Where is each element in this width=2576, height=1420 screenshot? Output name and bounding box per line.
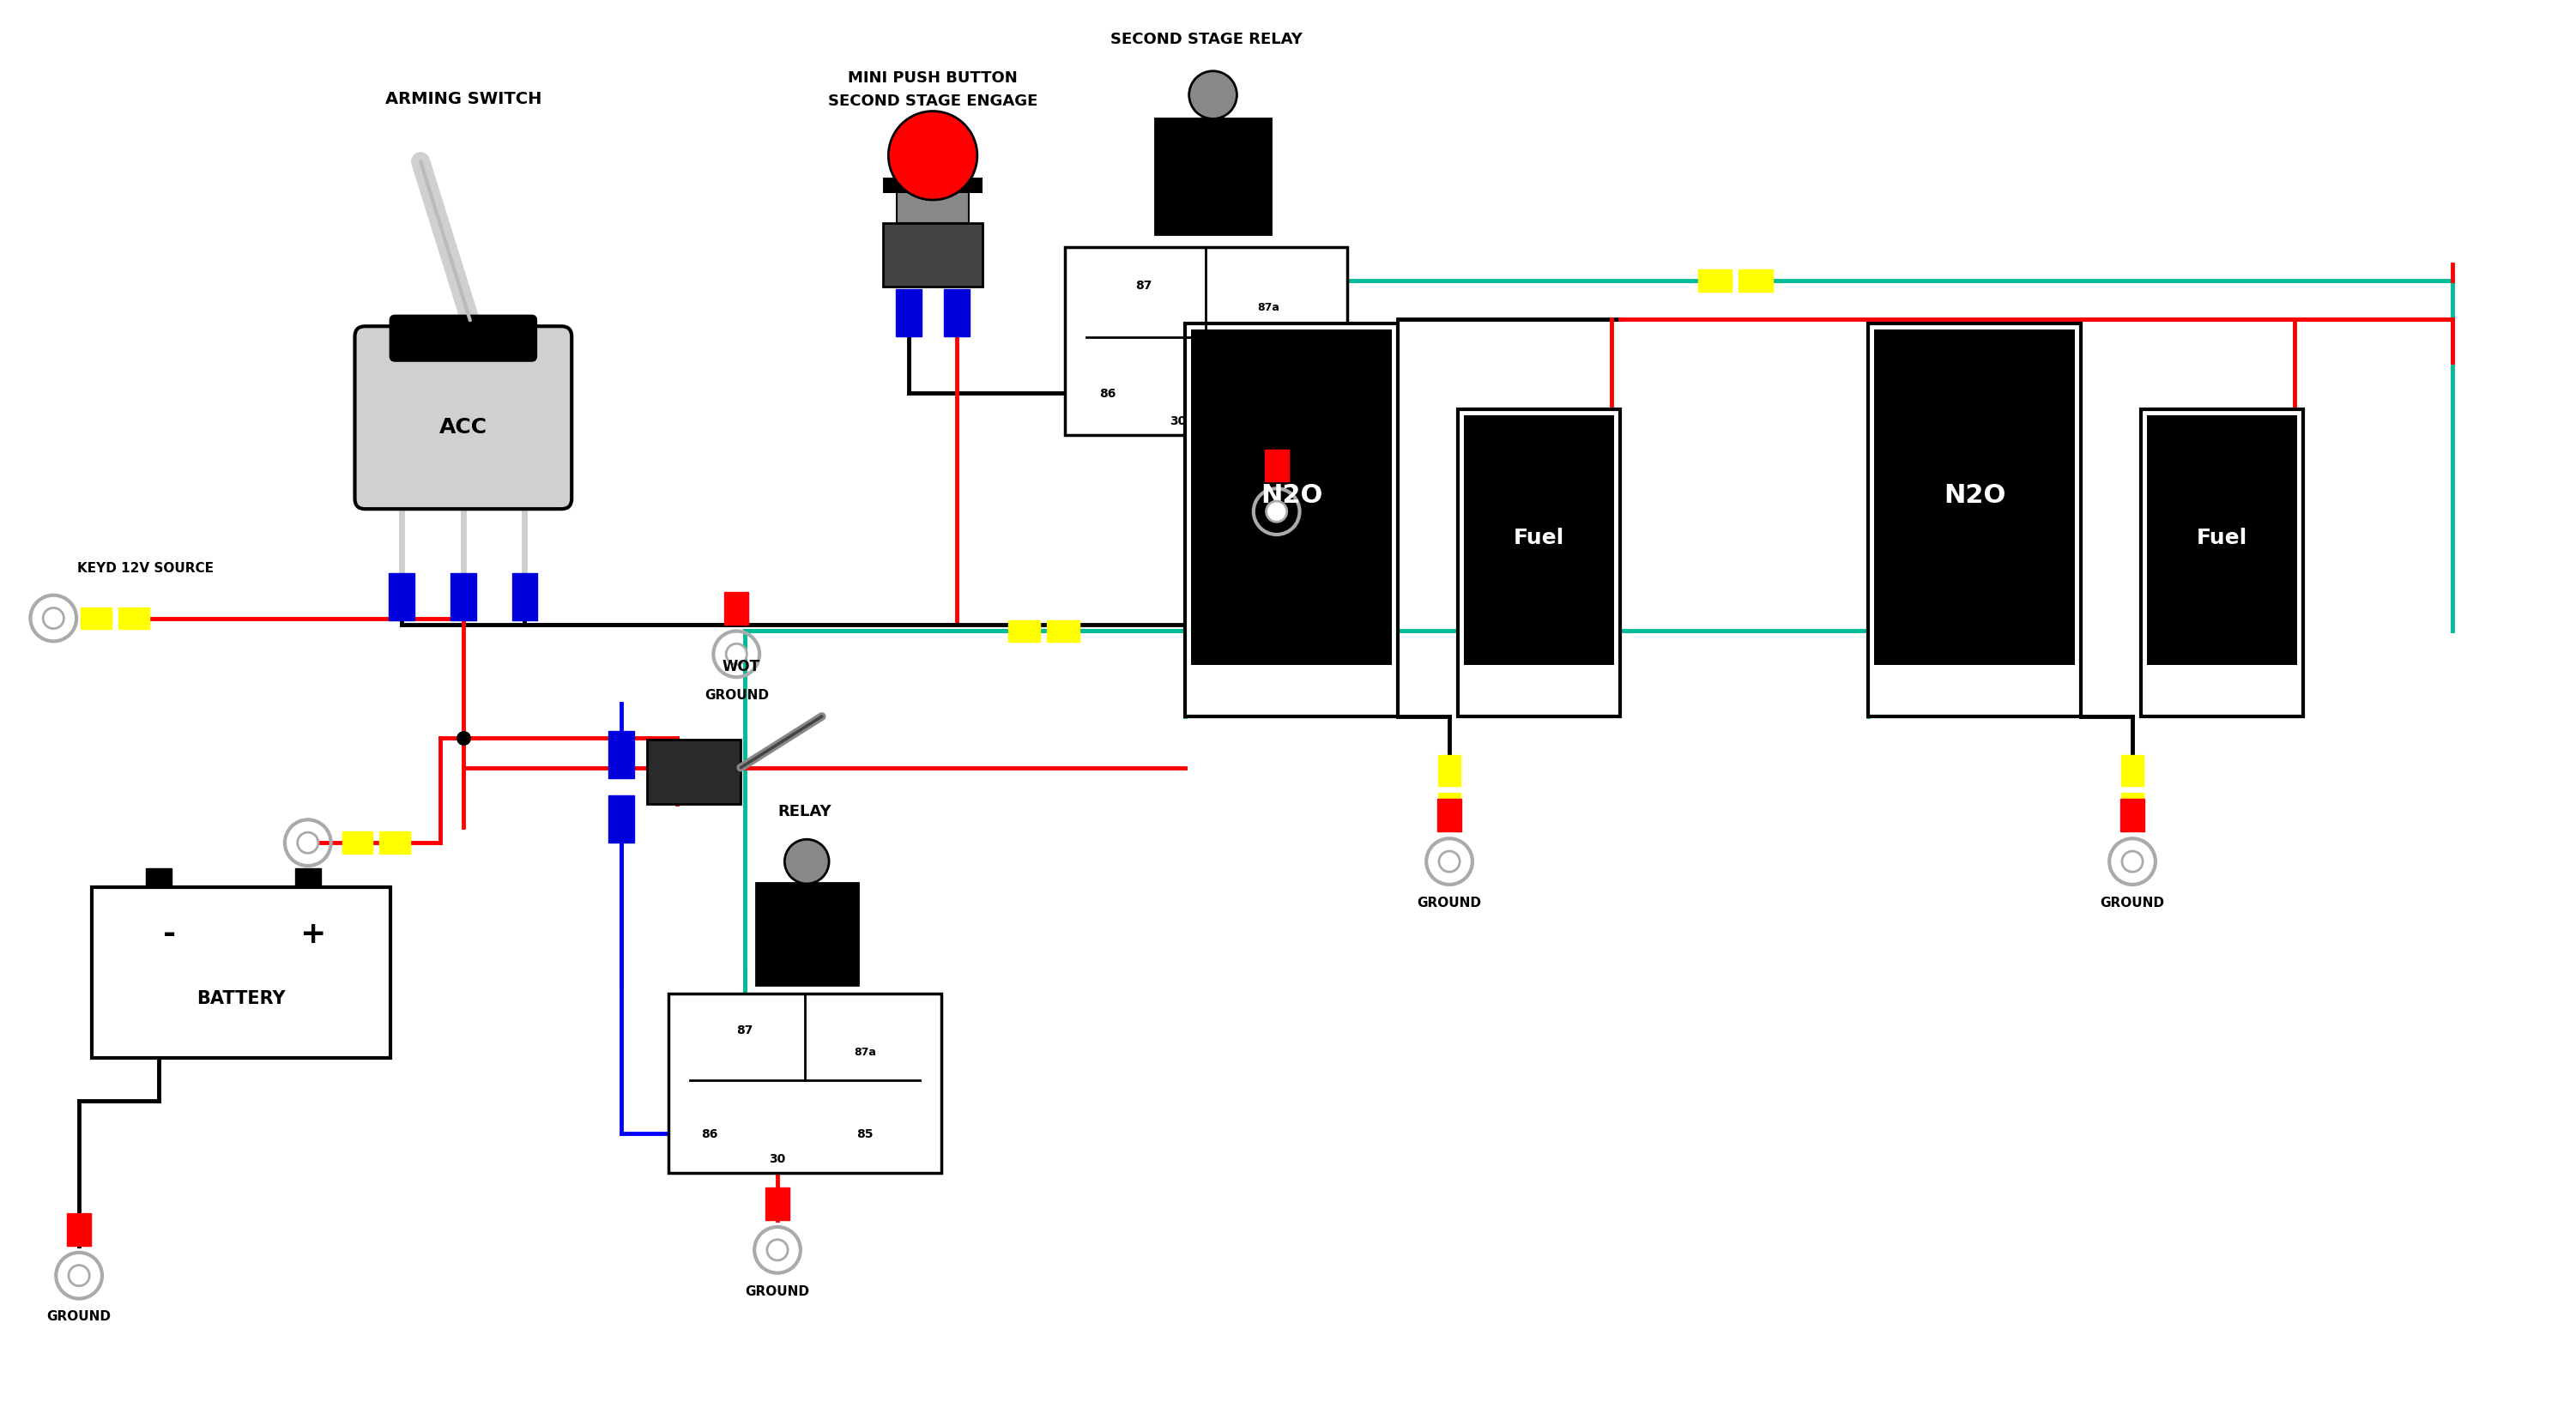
Text: Fuel: Fuel bbox=[1515, 527, 1564, 548]
Text: WOT: WOT bbox=[721, 659, 760, 674]
Text: Fuel: Fuel bbox=[2197, 527, 2246, 548]
Circle shape bbox=[726, 645, 747, 665]
Bar bbox=[647, 740, 742, 805]
Text: 30: 30 bbox=[770, 1153, 786, 1164]
Bar bbox=[943, 290, 969, 337]
Bar bbox=[513, 574, 538, 621]
Text: GROUND: GROUND bbox=[744, 1284, 809, 1296]
Text: GROUND: GROUND bbox=[1417, 896, 1481, 909]
Text: +: + bbox=[299, 919, 327, 949]
Bar bbox=[724, 592, 750, 625]
Bar bbox=[884, 224, 981, 288]
Text: KEYD 12V SOURCE: KEYD 12V SOURCE bbox=[77, 561, 214, 574]
Text: GROUND: GROUND bbox=[2099, 896, 2164, 909]
Text: 87a: 87a bbox=[1257, 302, 1280, 314]
Bar bbox=[1154, 119, 1270, 234]
Bar bbox=[1185, 324, 1399, 717]
Bar bbox=[1048, 621, 1079, 643]
Bar bbox=[2120, 799, 2143, 832]
Text: N2O: N2O bbox=[1260, 483, 1321, 507]
Text: 87: 87 bbox=[1136, 280, 1151, 291]
Bar bbox=[1437, 755, 1461, 785]
Text: GROUND: GROUND bbox=[1244, 547, 1309, 559]
Text: 85: 85 bbox=[1260, 388, 1275, 400]
Bar bbox=[2120, 792, 2143, 824]
FancyBboxPatch shape bbox=[389, 315, 536, 362]
Bar bbox=[1873, 331, 2076, 666]
Text: 86: 86 bbox=[701, 1127, 719, 1140]
Text: 85: 85 bbox=[855, 1127, 873, 1140]
Text: SECOND STAGE ENGAGE: SECOND STAGE ENGAGE bbox=[827, 94, 1038, 108]
Bar bbox=[343, 832, 374, 855]
Bar bbox=[884, 179, 981, 195]
Text: N2O: N2O bbox=[1942, 483, 2007, 507]
Text: ACC: ACC bbox=[438, 416, 487, 437]
Text: GROUND: GROUND bbox=[703, 689, 768, 701]
Circle shape bbox=[296, 832, 319, 853]
Text: RELAY: RELAY bbox=[778, 804, 832, 819]
Circle shape bbox=[889, 112, 976, 200]
Text: ARMING SWITCH: ARMING SWITCH bbox=[384, 91, 541, 106]
Bar bbox=[896, 290, 922, 337]
Bar bbox=[1868, 324, 2081, 717]
Bar bbox=[2141, 410, 2303, 717]
Circle shape bbox=[1267, 501, 1288, 523]
Circle shape bbox=[44, 608, 64, 629]
Bar bbox=[2120, 755, 2143, 785]
Bar bbox=[1265, 450, 1288, 483]
Bar bbox=[147, 869, 170, 888]
Bar bbox=[765, 1187, 788, 1220]
Bar bbox=[1190, 331, 1391, 666]
Text: 86: 86 bbox=[1100, 388, 1115, 400]
Circle shape bbox=[2123, 852, 2143, 872]
Bar bbox=[67, 1213, 90, 1245]
Bar bbox=[755, 883, 858, 985]
Bar bbox=[1739, 270, 1772, 293]
Text: SECOND STAGE RELAY: SECOND STAGE RELAY bbox=[1110, 31, 1301, 47]
Bar bbox=[608, 731, 634, 778]
Bar bbox=[296, 869, 319, 888]
Text: 87: 87 bbox=[737, 1024, 752, 1037]
Circle shape bbox=[1440, 852, 1461, 872]
Bar bbox=[379, 832, 410, 855]
Text: -: - bbox=[162, 919, 175, 949]
Bar bbox=[608, 795, 634, 842]
Text: GROUND: GROUND bbox=[46, 1309, 111, 1322]
Circle shape bbox=[70, 1265, 90, 1287]
Bar bbox=[1437, 792, 1461, 824]
Bar bbox=[1458, 410, 1620, 717]
Bar bbox=[80, 608, 111, 630]
Circle shape bbox=[786, 839, 829, 885]
FancyBboxPatch shape bbox=[355, 327, 572, 510]
Bar bbox=[2146, 416, 2298, 666]
Text: BATTERY: BATTERY bbox=[196, 990, 286, 1007]
Bar bbox=[896, 192, 969, 224]
Bar bbox=[451, 574, 477, 621]
Bar bbox=[1064, 247, 1347, 436]
Bar bbox=[1463, 416, 1615, 666]
Text: 87a: 87a bbox=[853, 1047, 876, 1056]
Bar bbox=[93, 888, 392, 1058]
Bar bbox=[1437, 799, 1461, 832]
Bar bbox=[118, 608, 149, 630]
Bar bbox=[1007, 621, 1041, 643]
Bar bbox=[667, 994, 940, 1173]
Text: 30: 30 bbox=[1170, 415, 1185, 427]
Bar bbox=[389, 574, 415, 621]
Circle shape bbox=[1190, 72, 1236, 119]
Circle shape bbox=[768, 1240, 788, 1261]
Text: MINI PUSH BUTTON: MINI PUSH BUTTON bbox=[848, 70, 1018, 85]
Bar bbox=[1698, 270, 1731, 293]
